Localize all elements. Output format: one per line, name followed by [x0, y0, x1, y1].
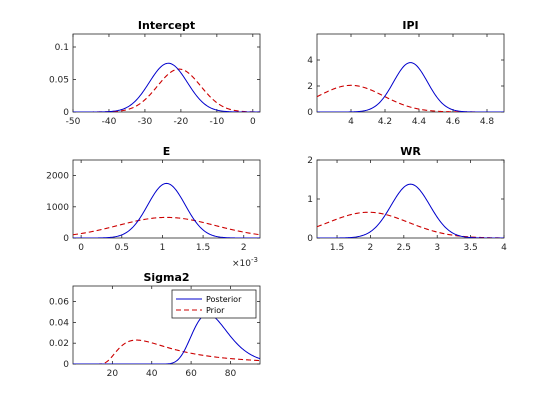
legend: Posterior Prior	[171, 289, 257, 319]
x-tick-label: 3	[434, 243, 440, 253]
panel-title: E	[163, 145, 171, 158]
y-tick-label: 0	[63, 108, 69, 118]
x-tick-label: 1.5	[330, 243, 344, 253]
y-tick-label: 2000	[46, 172, 69, 182]
y-tick-label: 0.05	[49, 76, 69, 86]
x-tick-label: 3.5	[463, 243, 477, 253]
y-tick-label: 0	[307, 234, 313, 244]
x-tick-label: 4.2	[378, 117, 392, 127]
y-tick-label: 0	[63, 234, 69, 244]
x-tick-label: 2	[241, 243, 247, 253]
axes-box	[316, 33, 505, 113]
x-tick-label: 80	[225, 369, 237, 379]
y-tick-label: 0.1	[55, 43, 69, 53]
y-tick-label: 0	[307, 108, 313, 118]
y-tick-label: 0.06	[49, 298, 69, 308]
x-tick-label: 0	[250, 117, 256, 127]
x-tick-label: 40	[146, 369, 158, 379]
x-tick-label: 20	[107, 369, 119, 379]
posterior-line	[73, 313, 260, 364]
y-tick-label: 0.04	[49, 318, 69, 328]
panel-title: WR	[400, 145, 421, 158]
y-tick-label: 2	[307, 82, 313, 92]
x-tick-label: 4	[348, 117, 354, 127]
y-tick-label: 2	[307, 156, 313, 166]
posterior-line	[317, 62, 504, 112]
posterior-line	[73, 62, 260, 112]
y-tick-label: 4	[307, 56, 313, 66]
panel-wr: WR 1.5 2 2.5 3 3.5 4 0 1 2	[307, 145, 507, 253]
x-axis-multiplier: ×10-3	[232, 256, 258, 269]
prior-line	[73, 68, 260, 112]
panel-title: Sigma2	[143, 271, 189, 284]
posterior-line	[317, 183, 504, 238]
legend-label: Posterior	[206, 295, 242, 304]
x-tick-label: 1.5	[196, 243, 210, 253]
x-tick-label: 0.5	[115, 243, 129, 253]
panel-sigma2: Sigma2 20 40 60 80 0 0.02 0.04 0.06 Posterior Prio…	[49, 271, 261, 379]
x-tick-label: 2.5	[397, 243, 411, 253]
x-tick-label: 2	[368, 243, 374, 253]
panel-title: IPI	[402, 19, 418, 32]
x-tick-label: 4.4	[412, 117, 427, 127]
prior-line	[317, 211, 504, 238]
y-tick-label: 1000	[46, 203, 69, 213]
posterior-line	[73, 182, 260, 238]
x-tick-label: -20	[174, 117, 189, 127]
axes-box	[72, 33, 261, 113]
panel-title: Intercept	[138, 19, 195, 32]
panel-ipi: IPI 4 4.2 4.4 4.6 4.8 0 2 4	[307, 19, 505, 127]
x-tick-label: 4.8	[480, 117, 495, 127]
legend-label: Prior	[206, 306, 225, 315]
panel-intercept: Intercept -50 -40 -30 -20 -10 0 0 0.05 0.1	[49, 19, 261, 127]
x-tick-label: 60	[185, 369, 197, 379]
x-axis-multiplier-exponent: -3	[251, 256, 258, 264]
x-tick-label: 4	[501, 243, 507, 253]
x-tick-label: -30	[138, 117, 153, 127]
x-tick-label: -50	[66, 117, 81, 127]
y-tick-label: 1	[307, 195, 313, 205]
axes-box	[72, 159, 261, 239]
axes-box	[316, 159, 505, 239]
panel-e: E 0 0.5 1 1.5 2 0 1000 2000 ×10-3	[46, 145, 261, 269]
y-tick-label: 0.02	[49, 339, 69, 349]
y-tick-label: 0	[63, 360, 69, 370]
x-tick-label: 1	[160, 243, 166, 253]
x-tick-label: -40	[102, 117, 117, 127]
x-tick-label: 0	[78, 243, 84, 253]
legend-box	[171, 289, 257, 319]
x-tick-label: 4.6	[446, 117, 461, 127]
x-tick-label: -10	[209, 117, 224, 127]
